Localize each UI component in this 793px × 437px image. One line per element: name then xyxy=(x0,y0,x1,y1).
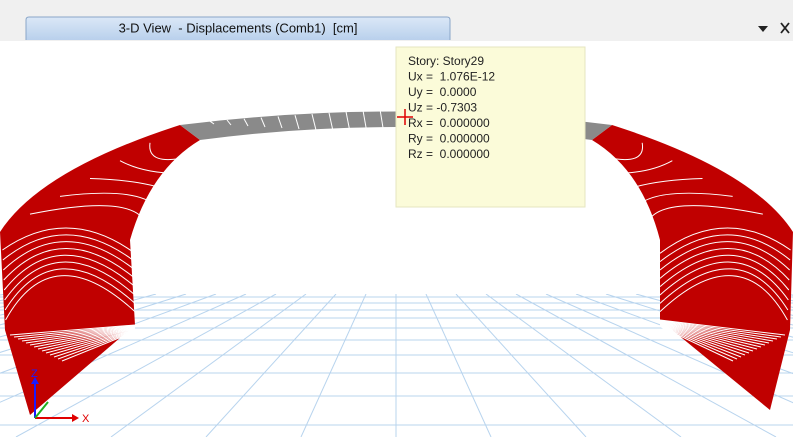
window: 3-D View - Displacements (Comb1) [cm] St… xyxy=(0,0,793,437)
z-axis-label: Z xyxy=(31,368,38,380)
tooltip-line: Ux = 1.076E-12 xyxy=(408,70,495,84)
tooltip-line: Uy = 0.0000 xyxy=(408,85,477,99)
tab-title: 3-D View - Displacements (Comb1) [cm] xyxy=(119,20,358,35)
tooltip-line: Rx = 0.000000 xyxy=(408,116,490,130)
tooltip-line: Uz = -0.7303 xyxy=(408,101,477,115)
tooltip-line: Ry = 0.000000 xyxy=(408,132,490,146)
tooltip-line: Rz = 0.000000 xyxy=(408,147,490,161)
tooltip-line: Story: Story29 xyxy=(408,54,484,68)
x-axis-label: X xyxy=(82,413,90,425)
